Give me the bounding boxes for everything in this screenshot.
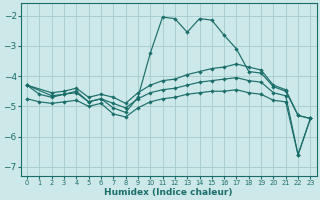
X-axis label: Humidex (Indice chaleur): Humidex (Indice chaleur) xyxy=(104,188,233,197)
